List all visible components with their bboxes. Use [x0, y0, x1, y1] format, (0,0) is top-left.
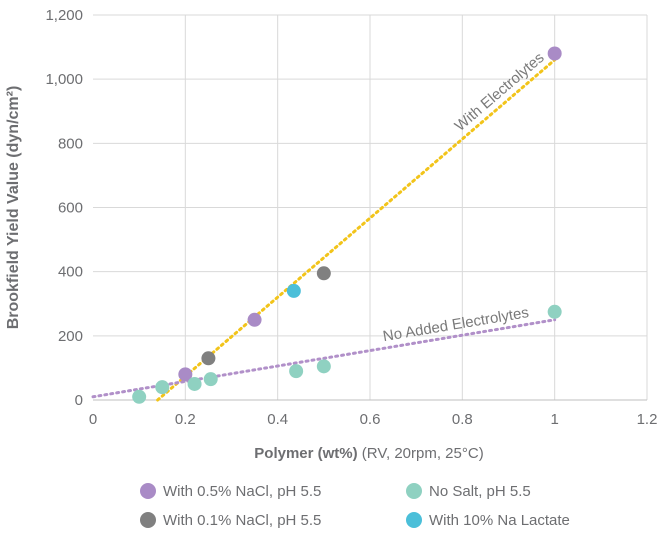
data-point — [201, 351, 216, 366]
y-tick-label: 800 — [58, 135, 83, 152]
trendline-label: With Electrolytes — [452, 49, 548, 135]
y-tick-label: 200 — [58, 328, 83, 345]
legend-label: With 10% Na Lactate — [429, 512, 570, 529]
trendline — [91, 318, 557, 399]
data-point — [203, 372, 218, 387]
y-tick-label: 400 — [58, 264, 83, 281]
data-point — [132, 389, 147, 404]
y-tick-label: 1,200 — [45, 7, 83, 24]
data-point — [547, 46, 562, 61]
data-point — [155, 380, 170, 395]
x-axis-label-conditions: (RV, 20rpm, 25°C) — [358, 445, 484, 462]
data-point — [316, 266, 331, 281]
trendline — [156, 58, 557, 402]
y-tick-label: 600 — [58, 200, 83, 217]
legend-marker — [140, 512, 156, 528]
data-point — [547, 304, 562, 319]
data-point — [187, 376, 202, 391]
x-tick-label: 0.6 — [360, 411, 381, 428]
data-point — [286, 283, 301, 298]
data-point — [178, 367, 193, 382]
x-tick-label: 0.4 — [267, 411, 288, 428]
x-tick-label: 0 — [89, 411, 97, 428]
grid — [93, 14, 648, 400]
x-tick-label: 1 — [550, 411, 558, 428]
trendlines: With Electrolytes No Added Electrolytes — [91, 49, 557, 402]
axes: 0 0.2 0.4 0.6 0.8 1 1.2 0 200 400 600 800 1,000 1,200 — [45, 7, 657, 428]
legend-marker — [140, 483, 156, 499]
y-axis-label: Brookfield Yield Value (dyn/cm²) — [5, 86, 22, 330]
y-tick-label: 0 — [75, 392, 83, 409]
x-tick-label: 1.2 — [637, 411, 658, 428]
axis-labels: Brookfield Yield Value (dyn/cm²) Polymer… — [5, 86, 484, 462]
x-axis-label: Polymer (wt%) (RV, 20rpm, 25°C) — [254, 445, 483, 462]
data-point — [289, 364, 304, 379]
legend-label: With 0.1% NaCl, pH 5.5 — [163, 512, 321, 529]
legend-label: No Salt, pH 5.5 — [429, 483, 531, 500]
x-tick-label: 0.8 — [452, 411, 473, 428]
x-tick-label: 0.2 — [175, 411, 196, 428]
x-axis-label-bold: Polymer (wt%) — [254, 445, 357, 462]
legend-label: With 0.5% NaCl, pH 5.5 — [163, 483, 321, 500]
legend: With 0.5% NaCl, pH 5.5 No Salt, pH 5.5 Wit… — [140, 483, 570, 529]
data-point — [316, 359, 331, 374]
data-point — [247, 312, 262, 327]
y-tick-label: 1,000 — [45, 71, 83, 88]
data-points — [132, 46, 562, 404]
legend-marker — [406, 483, 422, 499]
trendline-label: No Added Electrolytes — [382, 304, 530, 345]
legend-marker — [406, 512, 422, 528]
